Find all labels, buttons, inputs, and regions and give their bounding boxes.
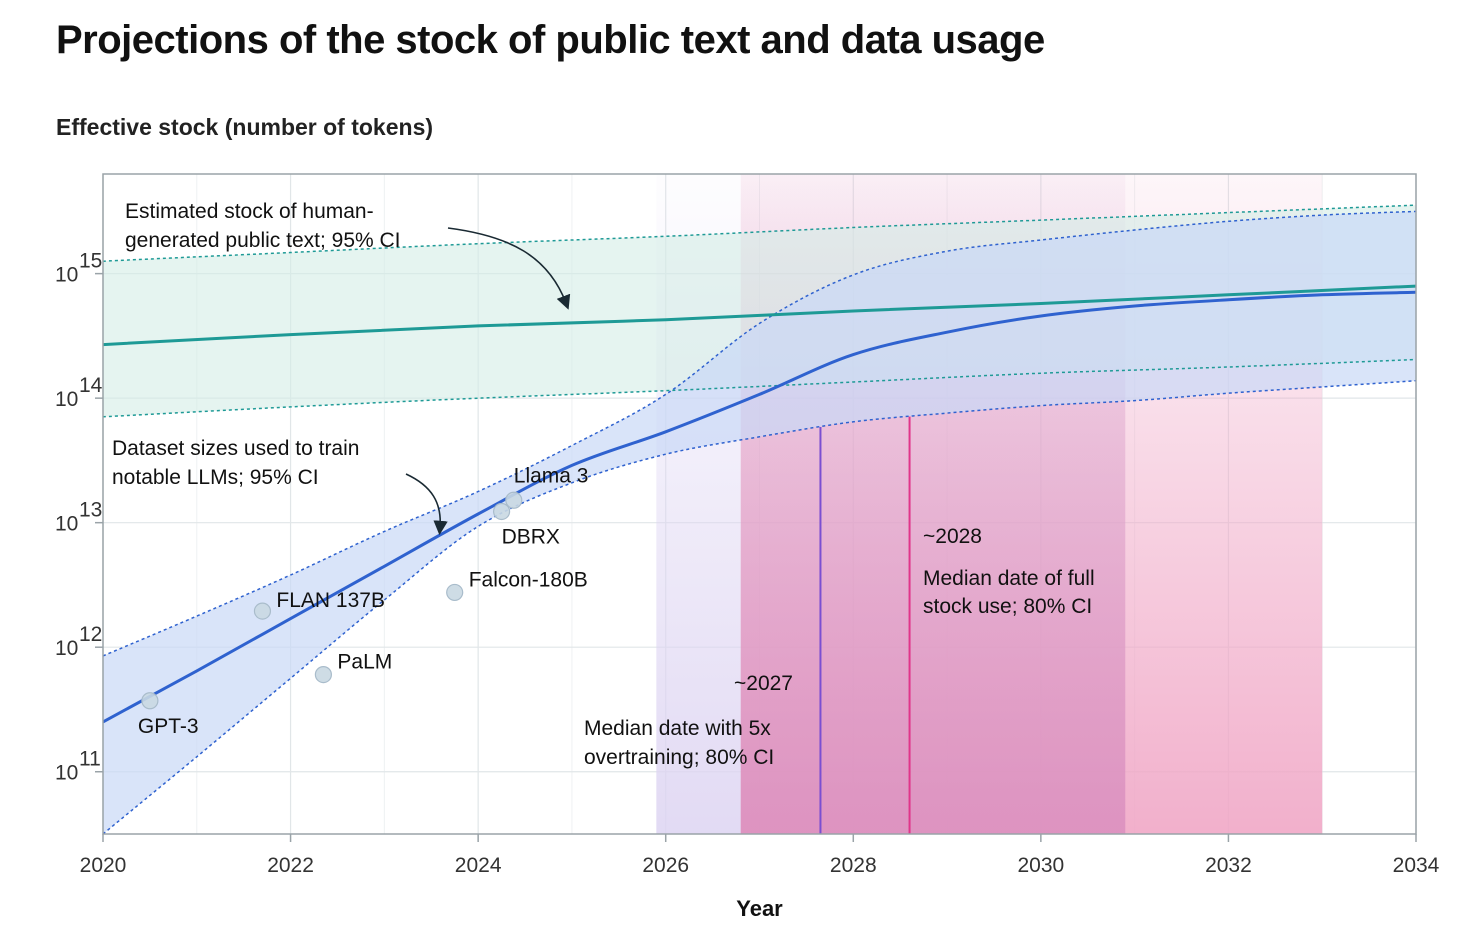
usage-annotation-arrow [405,473,448,536]
model-point [505,491,523,509]
stock-upper-ci-line [103,204,1416,262]
usage-ci-band [103,211,1416,834]
stock-median-line [103,284,1416,347]
y-tick-exponent: 15 [79,250,102,273]
model-label: FLAN 137B [276,589,385,612]
y-tick-exponent: 12 [79,623,102,646]
y-tick-base: 10 [55,637,78,660]
model-point [492,502,511,521]
y-tick-exponent: 14 [79,374,103,397]
x-tick-label: 2032 [1205,854,1252,877]
chart-title: Projections of the stock of public text … [56,18,1045,62]
y-axis-label: Effective stock (number of tokens) [56,114,434,140]
x-tick-label: 2028 [830,854,877,877]
series-layer [103,204,1416,834]
usage-annotation-line-1: Dataset sizes used to train [112,437,359,460]
model-label: Llama 3 [514,464,589,487]
model-point [141,692,159,710]
y-tick-exponent: 11 [79,748,101,771]
model-points: GPT-3 FLAN 137B PaLM Falcon-180B DBRX Llama 3 [138,464,589,737]
usage-lower-ci-line [103,379,1416,834]
usage-median-line [103,290,1416,724]
y-tick-base: 10 [55,264,78,287]
x-tick-label: 2026 [642,854,689,877]
model-label: DBRX [502,525,560,548]
stock-lower-ci-line [103,358,1416,418]
full-stock-marker-label: ~2028 [923,525,982,548]
full-stock-note-line-1: Median date of full [923,567,1095,590]
full-stock-note-line-2: stock use; 80% CI [923,595,1092,618]
plot-frame [102,173,1417,835]
model-label: PaLM [337,651,392,674]
x-tick-label: 2024 [455,854,502,877]
x-tick-label: 2034 [1393,854,1440,877]
stock-annotation-arrow [447,227,571,310]
model-point [253,602,272,620]
x-tick-label: 2022 [267,854,314,877]
annotations: Estimated stock of human-generated publi… [112,200,1095,769]
y-tick-base: 10 [55,388,78,411]
usage-upper-ci-line [103,210,1416,657]
y-tick-base: 10 [55,762,78,785]
y-tick-base: 10 [55,513,78,536]
axes: 2020 2022 2024 2026 2028 2030 2032 2034Year1011… [55,250,1440,921]
overtraining-marker-label: ~2027 [734,672,793,695]
usage-annotation-line-2: notable LLMs; 95% CI [112,466,319,489]
x-tick-label: 2020 [80,854,127,877]
y-tick-exponent: 13 [79,499,102,522]
x-tick-label: 2030 [1017,854,1064,877]
overtraining-note-line-2: overtraining; 80% CI [584,746,774,769]
model-point [446,583,464,602]
stock-annotation-line-1: Estimated stock of human- [125,200,374,223]
stock-annotation-line-2: generated public text; 95% CI [125,229,401,252]
overtraining-note-line-1: Median date with 5x [584,717,771,740]
projection-markers [819,416,911,834]
model-label: GPT-3 [138,715,199,738]
model-label: Falcon-180B [469,568,588,591]
x-axis-label: Year [736,896,783,921]
model-point [314,666,332,684]
